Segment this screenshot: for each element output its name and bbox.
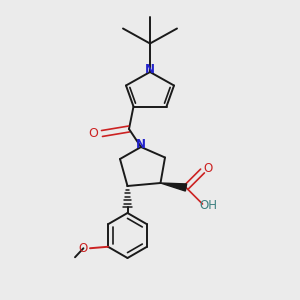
Polygon shape bbox=[160, 183, 187, 191]
Text: O: O bbox=[88, 127, 98, 140]
Text: OH: OH bbox=[200, 199, 217, 212]
Text: O: O bbox=[204, 162, 213, 175]
Text: N: N bbox=[145, 63, 155, 76]
Text: N: N bbox=[135, 138, 146, 152]
Text: O: O bbox=[79, 242, 88, 255]
